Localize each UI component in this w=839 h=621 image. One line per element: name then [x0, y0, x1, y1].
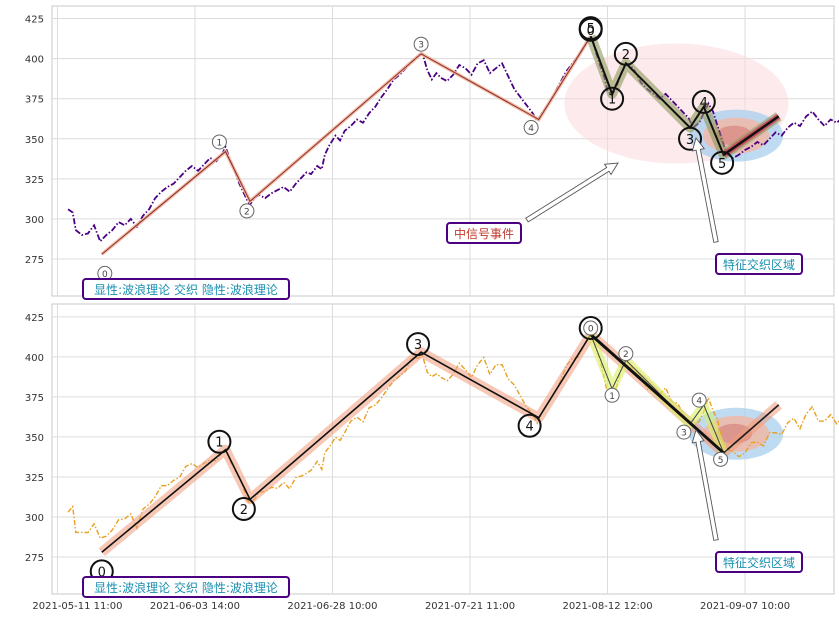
sub-wave-marker-circle	[618, 346, 634, 362]
signal-arrow	[525, 162, 619, 223]
sub-wave-marker-label: 1	[609, 392, 615, 402]
sub-wave-marker-circle	[710, 150, 735, 175]
sub-wave-marker-circle	[691, 89, 716, 114]
wave-marker-circle	[231, 496, 256, 521]
sub-wave-marker-circle	[613, 41, 638, 66]
y-tick-label: 425	[25, 15, 44, 26]
wave-marker-circle	[517, 413, 542, 438]
x-tick-label: 2021-06-28 10:00	[287, 601, 377, 612]
y-tick-label: 325	[25, 175, 44, 186]
x-tick-label: 2021-06-03 14:00	[150, 601, 240, 612]
y-tick-label: 325	[25, 473, 44, 484]
wave-marker-circle	[413, 36, 429, 52]
sub-wave-final-line	[722, 115, 780, 156]
sub-wave-marker-circle	[600, 86, 625, 111]
signal-label-box	[446, 222, 522, 244]
trend-extension	[723, 404, 779, 454]
wave-marker-circle	[578, 316, 603, 341]
sub-wave-marker-circle	[676, 424, 692, 440]
panel-top: 275300325350375400425012345012345特征交织区域显…	[25, 5, 839, 300]
wave-marker-label: 5	[587, 22, 595, 37]
sub-wave-marker-label: 2	[622, 48, 630, 63]
sub-wave-marker-label: 3	[681, 429, 687, 439]
cross-zone-label: 特征交织区域	[723, 555, 795, 570]
cross-zone-arrow	[691, 137, 719, 243]
sub-wave-marker-label: 4	[700, 96, 708, 111]
cross-zone-arrow	[691, 429, 719, 541]
y-tick-label: 275	[25, 553, 44, 564]
y-tick-label: 350	[25, 135, 44, 146]
wave-marker-label: 1	[215, 436, 223, 451]
method-label-box	[82, 576, 290, 598]
sub-wave-marker-label: 2	[623, 350, 629, 360]
method-label: 显性:波浪理论 交织 隐性:波浪理论	[94, 580, 278, 595]
sub-wave-marker-circle	[583, 320, 599, 336]
wave-marker-circle	[239, 203, 255, 219]
wave-marker-circle	[406, 332, 431, 357]
sub-wave-marker-label: 5	[718, 157, 726, 172]
wave-marker-label: 4	[525, 420, 533, 435]
price-line	[67, 36, 839, 244]
sub-wave-line	[590, 334, 725, 454]
y-tick-label: 350	[25, 433, 44, 444]
wave-marker-label: 1	[217, 138, 223, 148]
wave-marker-label: 2	[240, 503, 248, 518]
cross-zone-label: 特征交织区域	[723, 257, 795, 272]
x-tick-label: 2021-07-21 11:00	[425, 601, 515, 612]
signal-label: 中信号事件	[454, 226, 514, 241]
y-tick-label: 375	[25, 393, 44, 404]
sub-wave-marker-label: 1	[608, 93, 616, 108]
sub-wave-marker-circle	[678, 126, 703, 151]
sub-wave-trend-line	[589, 333, 725, 455]
wave-marker-circle	[523, 120, 539, 136]
wave-line	[101, 35, 592, 255]
sub-wave-marker-circle	[713, 451, 729, 467]
wave-marker-label: 3	[418, 41, 424, 51]
sub-wave-marker-circle	[578, 17, 603, 42]
y-tick-label: 300	[25, 215, 44, 226]
y-tick-label: 375	[25, 95, 44, 106]
sub-wave-marker-label: 0	[588, 325, 594, 335]
y-tick-label: 425	[25, 313, 44, 324]
panel-bottom: 275300325350375400425012345012345特征交织区域显…	[25, 303, 839, 598]
sub-wave-marker-label: 0	[587, 24, 595, 39]
sub-wave-marker-circle	[604, 387, 620, 403]
sub-wave-marker-label: 5	[718, 456, 724, 466]
x-tick-label: 2021-09-07 10:00	[700, 601, 790, 612]
x-tick-label: 2021-08-12 12:00	[562, 601, 652, 612]
cross-zone-label-box	[715, 551, 803, 573]
y-tick-label: 400	[25, 55, 44, 66]
wave-marker-circle	[207, 429, 232, 454]
x-tick-label: 2021-05-11 11:00	[32, 601, 122, 612]
wave-marker-label: 0	[98, 565, 106, 580]
y-tick-label: 275	[25, 255, 44, 266]
sub-wave-marker-label: 4	[696, 397, 702, 407]
wave-marker-label: 4	[528, 124, 534, 134]
method-label: 显性:波浪理论 交织 隐性:波浪理论	[94, 282, 278, 297]
y-tick-label: 300	[25, 513, 44, 524]
wave-marker-label: 3	[414, 338, 422, 353]
y-tick-label: 400	[25, 353, 44, 364]
wave-marker-label: 0	[102, 270, 108, 280]
cross-zone-label-box	[715, 253, 803, 275]
sub-wave-marker-label: 3	[686, 133, 694, 148]
wave-marker-circle	[211, 134, 227, 150]
method-label-box	[82, 278, 290, 300]
sub-wave-marker-circle	[691, 392, 707, 408]
wave-marker-label: 2	[244, 207, 250, 217]
